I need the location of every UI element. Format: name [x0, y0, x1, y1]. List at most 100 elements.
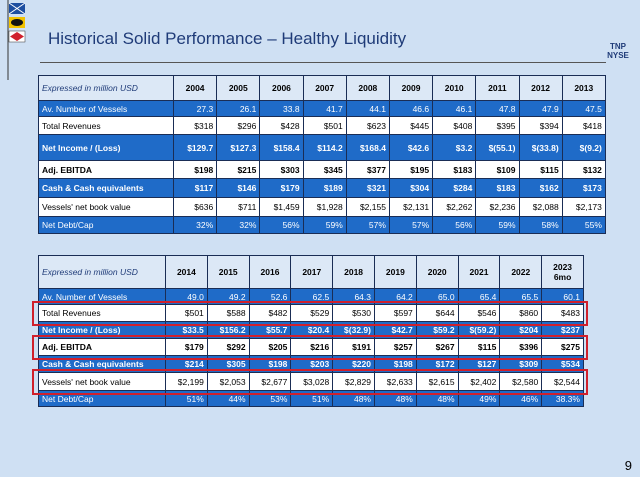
- table-cell: 44.1: [345, 100, 390, 117]
- table-cell: $(55.1): [475, 134, 520, 161]
- row-label: Total Revenues: [38, 116, 174, 135]
- table-row: Av. Number of Vessels 27.3 26.1 33.8 41.7 44.…: [38, 100, 606, 117]
- table-cell: $345: [302, 160, 347, 179]
- year-header: 2023 6mo: [541, 255, 584, 289]
- year-header: 2011: [475, 75, 520, 101]
- table-cell: 27.3: [172, 100, 218, 117]
- table-cell: $501: [165, 304, 208, 322]
- highlight-box: [31, 368, 589, 395]
- table-cell: $482: [248, 304, 292, 322]
- table-row: Vessels' net book value $2,199 $2,053 $2,67…: [38, 372, 584, 391]
- table-cell: 57%: [345, 216, 390, 234]
- table-cell: $296: [216, 116, 261, 135]
- table-cell: $205: [248, 338, 292, 356]
- row-label: Cash & Cash equivalents: [38, 178, 174, 198]
- table-cell: $117: [172, 178, 218, 198]
- table-row: Net Income / (Loss) $129.7 $127.3 $158.4 $11…: [38, 134, 606, 161]
- table-cell: $395: [475, 116, 520, 135]
- table-cell: $321: [345, 178, 390, 198]
- table-cell: $2,199: [165, 372, 208, 391]
- table-row: Adj. EBITDA $179 $292 $205 $216 $191 $257 $267 $…: [38, 338, 584, 356]
- year-header: 2007: [302, 75, 347, 101]
- table-cell: $2,155: [345, 197, 390, 217]
- year-header: 2005: [216, 75, 261, 101]
- table-cell: $189: [302, 178, 347, 198]
- table-cell: $162: [518, 178, 563, 198]
- table-cell: $158.4: [259, 134, 304, 161]
- table-cell: 49%: [457, 390, 501, 407]
- table-row: Net Debt/Cap 32% 32% 56% 59% 57% 57% 56% 59% 58% 5…: [38, 216, 606, 234]
- row-label: Adj. EBITDA: [38, 338, 166, 356]
- table-cell: $588: [206, 304, 250, 322]
- table-cell: $129.7: [172, 134, 218, 161]
- table-cell: $623: [345, 116, 390, 135]
- year-header: 2015: [206, 255, 250, 289]
- table-cell: $115: [457, 338, 501, 356]
- table-cell: $408: [432, 116, 477, 135]
- row-label: Net Debt/Cap: [38, 216, 174, 234]
- table-cell: 33.8: [259, 100, 304, 117]
- table-cell: $546: [457, 304, 501, 322]
- table-cell: 59%: [475, 216, 520, 234]
- year-header: 2012: [518, 75, 563, 101]
- data-table: Expressed in million USD 2004 2005 2006 2007…: [38, 75, 606, 234]
- table-cell: 47.9: [518, 100, 563, 117]
- table-cell: $179: [259, 178, 304, 198]
- table-cell: $109: [475, 160, 520, 179]
- table-cell: $2,402: [457, 372, 501, 391]
- table-cell: $636: [172, 197, 218, 217]
- table-cell: 32%: [216, 216, 261, 234]
- table-cell: $183: [475, 178, 520, 198]
- company-logo: TNP NYSE: [602, 42, 634, 60]
- header-label: Expressed in million USD: [38, 255, 166, 289]
- table-cell: $445: [388, 116, 434, 135]
- table-row: Cash & Cash equivalents $117 $146 $179 $189 $…: [38, 178, 606, 198]
- table-cell: $394: [518, 116, 563, 135]
- year-header: 2008: [345, 75, 390, 101]
- year-header: 2019: [373, 255, 417, 289]
- table-cell: $2,262: [432, 197, 477, 217]
- table-cell: $215: [216, 160, 261, 179]
- table-cell: $127.3: [216, 134, 261, 161]
- table-cell: $2,131: [388, 197, 434, 217]
- table-cell: $597: [373, 304, 417, 322]
- table-cell: $303: [259, 160, 304, 179]
- table-cell: $860: [499, 304, 543, 322]
- row-label: Net Income / (Loss): [38, 134, 174, 161]
- table-cell: $428: [259, 116, 304, 135]
- table-cell: $179: [165, 338, 208, 356]
- table-cell: $115: [518, 160, 563, 179]
- table-cell: 57%: [388, 216, 434, 234]
- table-cell: $(33.8): [518, 134, 563, 161]
- year-header: 2006: [259, 75, 304, 101]
- table-cell: $3.2: [432, 134, 477, 161]
- year-header: 2022: [499, 255, 543, 289]
- highlight-box: [31, 334, 589, 360]
- year-header: 2018: [332, 255, 375, 289]
- table-row: Cash & Cash equivalents $214 $305 $198 $203 $…: [38, 355, 584, 373]
- table-cell: $711: [216, 197, 261, 217]
- year-header: 2010: [432, 75, 477, 101]
- table-cell: 32%: [172, 216, 218, 234]
- table-cell: $318: [172, 116, 218, 135]
- table-cell: 58%: [518, 216, 563, 234]
- table-row: Total Revenues $501 $588 $482 $529 $530 $597 $6…: [38, 304, 584, 322]
- slide-title: Historical Solid Performance – Healthy L…: [48, 29, 407, 48]
- title-rule: [40, 62, 606, 63]
- table-cell: $275: [541, 338, 584, 356]
- table-cell: 51%: [290, 390, 334, 407]
- table-row: Vessels' net book value $636 $711 $1,459 $1,…: [38, 197, 606, 217]
- table-cell: $146: [216, 178, 261, 198]
- table-cell: $(9.2): [561, 134, 606, 161]
- year-header: 2021: [457, 255, 501, 289]
- table-row: Adj. EBITDA $198 $215 $303 $345 $377 $195 $183 $…: [38, 160, 606, 179]
- year-header: 2017: [290, 255, 334, 289]
- table-cell: $483: [541, 304, 584, 322]
- table-cell: $132: [561, 160, 606, 179]
- table-cell: $2,236: [475, 197, 520, 217]
- year-header: 2004: [172, 75, 218, 101]
- table-cell: $418: [561, 116, 606, 135]
- table-row: Total Revenues $318 $296 $428 $501 $623 $445 $4…: [38, 116, 606, 135]
- year-header: 2020: [415, 255, 459, 289]
- table-cell: $42.6: [388, 134, 434, 161]
